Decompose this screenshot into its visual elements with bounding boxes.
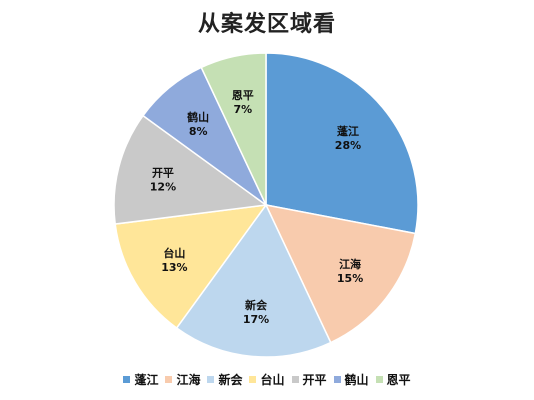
pie-slice-新会	[175, 203, 332, 358]
slice-value-label: 13%	[161, 261, 187, 274]
pie-slice-江海	[264, 203, 417, 344]
slice-value-label: 28%	[335, 139, 361, 152]
legend-item: 蓬江	[123, 371, 158, 388]
legend-item: 开平	[291, 371, 327, 388]
chart-title: 从案发区域看	[197, 12, 336, 37]
legend-label: 恩平	[386, 373, 411, 387]
pie-slice-开平	[113, 114, 268, 225]
legend-item: 鹤山	[333, 371, 369, 388]
slice-value-label: 7%	[233, 103, 252, 116]
slice-category-label: 鹤山	[187, 110, 209, 124]
slice-value-label: 8%	[189, 125, 208, 138]
legend-label: 台山	[260, 373, 285, 387]
legend-label: 新会	[218, 373, 243, 387]
legend-item: 江海	[165, 371, 200, 388]
legend-swatch	[291, 376, 299, 383]
slice-category-label: 蓬江	[337, 124, 359, 138]
pie-slice-台山	[114, 204, 268, 330]
legend-swatch	[375, 376, 383, 383]
legend-swatch	[333, 376, 341, 383]
slice-value-label: 17%	[243, 313, 269, 326]
slice-category-label: 新会	[245, 298, 268, 312]
pie-slice-恩平	[200, 52, 267, 206]
legend-swatch	[123, 376, 131, 383]
slice-category-label: 恩平	[232, 89, 254, 102]
legend-item: 新会	[207, 371, 242, 388]
legend-swatch	[249, 376, 257, 383]
legend-label: 鹤山	[344, 373, 369, 387]
legend-swatch	[207, 376, 215, 383]
pie-slice-蓬江	[265, 52, 419, 235]
legend-item: 恩平	[375, 371, 411, 388]
legend-swatch	[165, 376, 173, 383]
legend-label: 江海	[176, 373, 201, 387]
slice-value-label: 15%	[337, 272, 363, 285]
chart-legend: 蓬江 江海 新会 台山 开平 鹤山 恩平	[0, 371, 534, 388]
legend-label: 开平	[302, 373, 327, 387]
legend-label: 蓬江	[134, 373, 159, 387]
legend-item: 台山	[249, 371, 285, 388]
slice-value-label: 12%	[150, 181, 176, 194]
slice-category-label: 江海	[339, 257, 361, 271]
slice-category-label: 台山	[163, 246, 185, 260]
slice-category-label: 开平	[152, 167, 174, 180]
